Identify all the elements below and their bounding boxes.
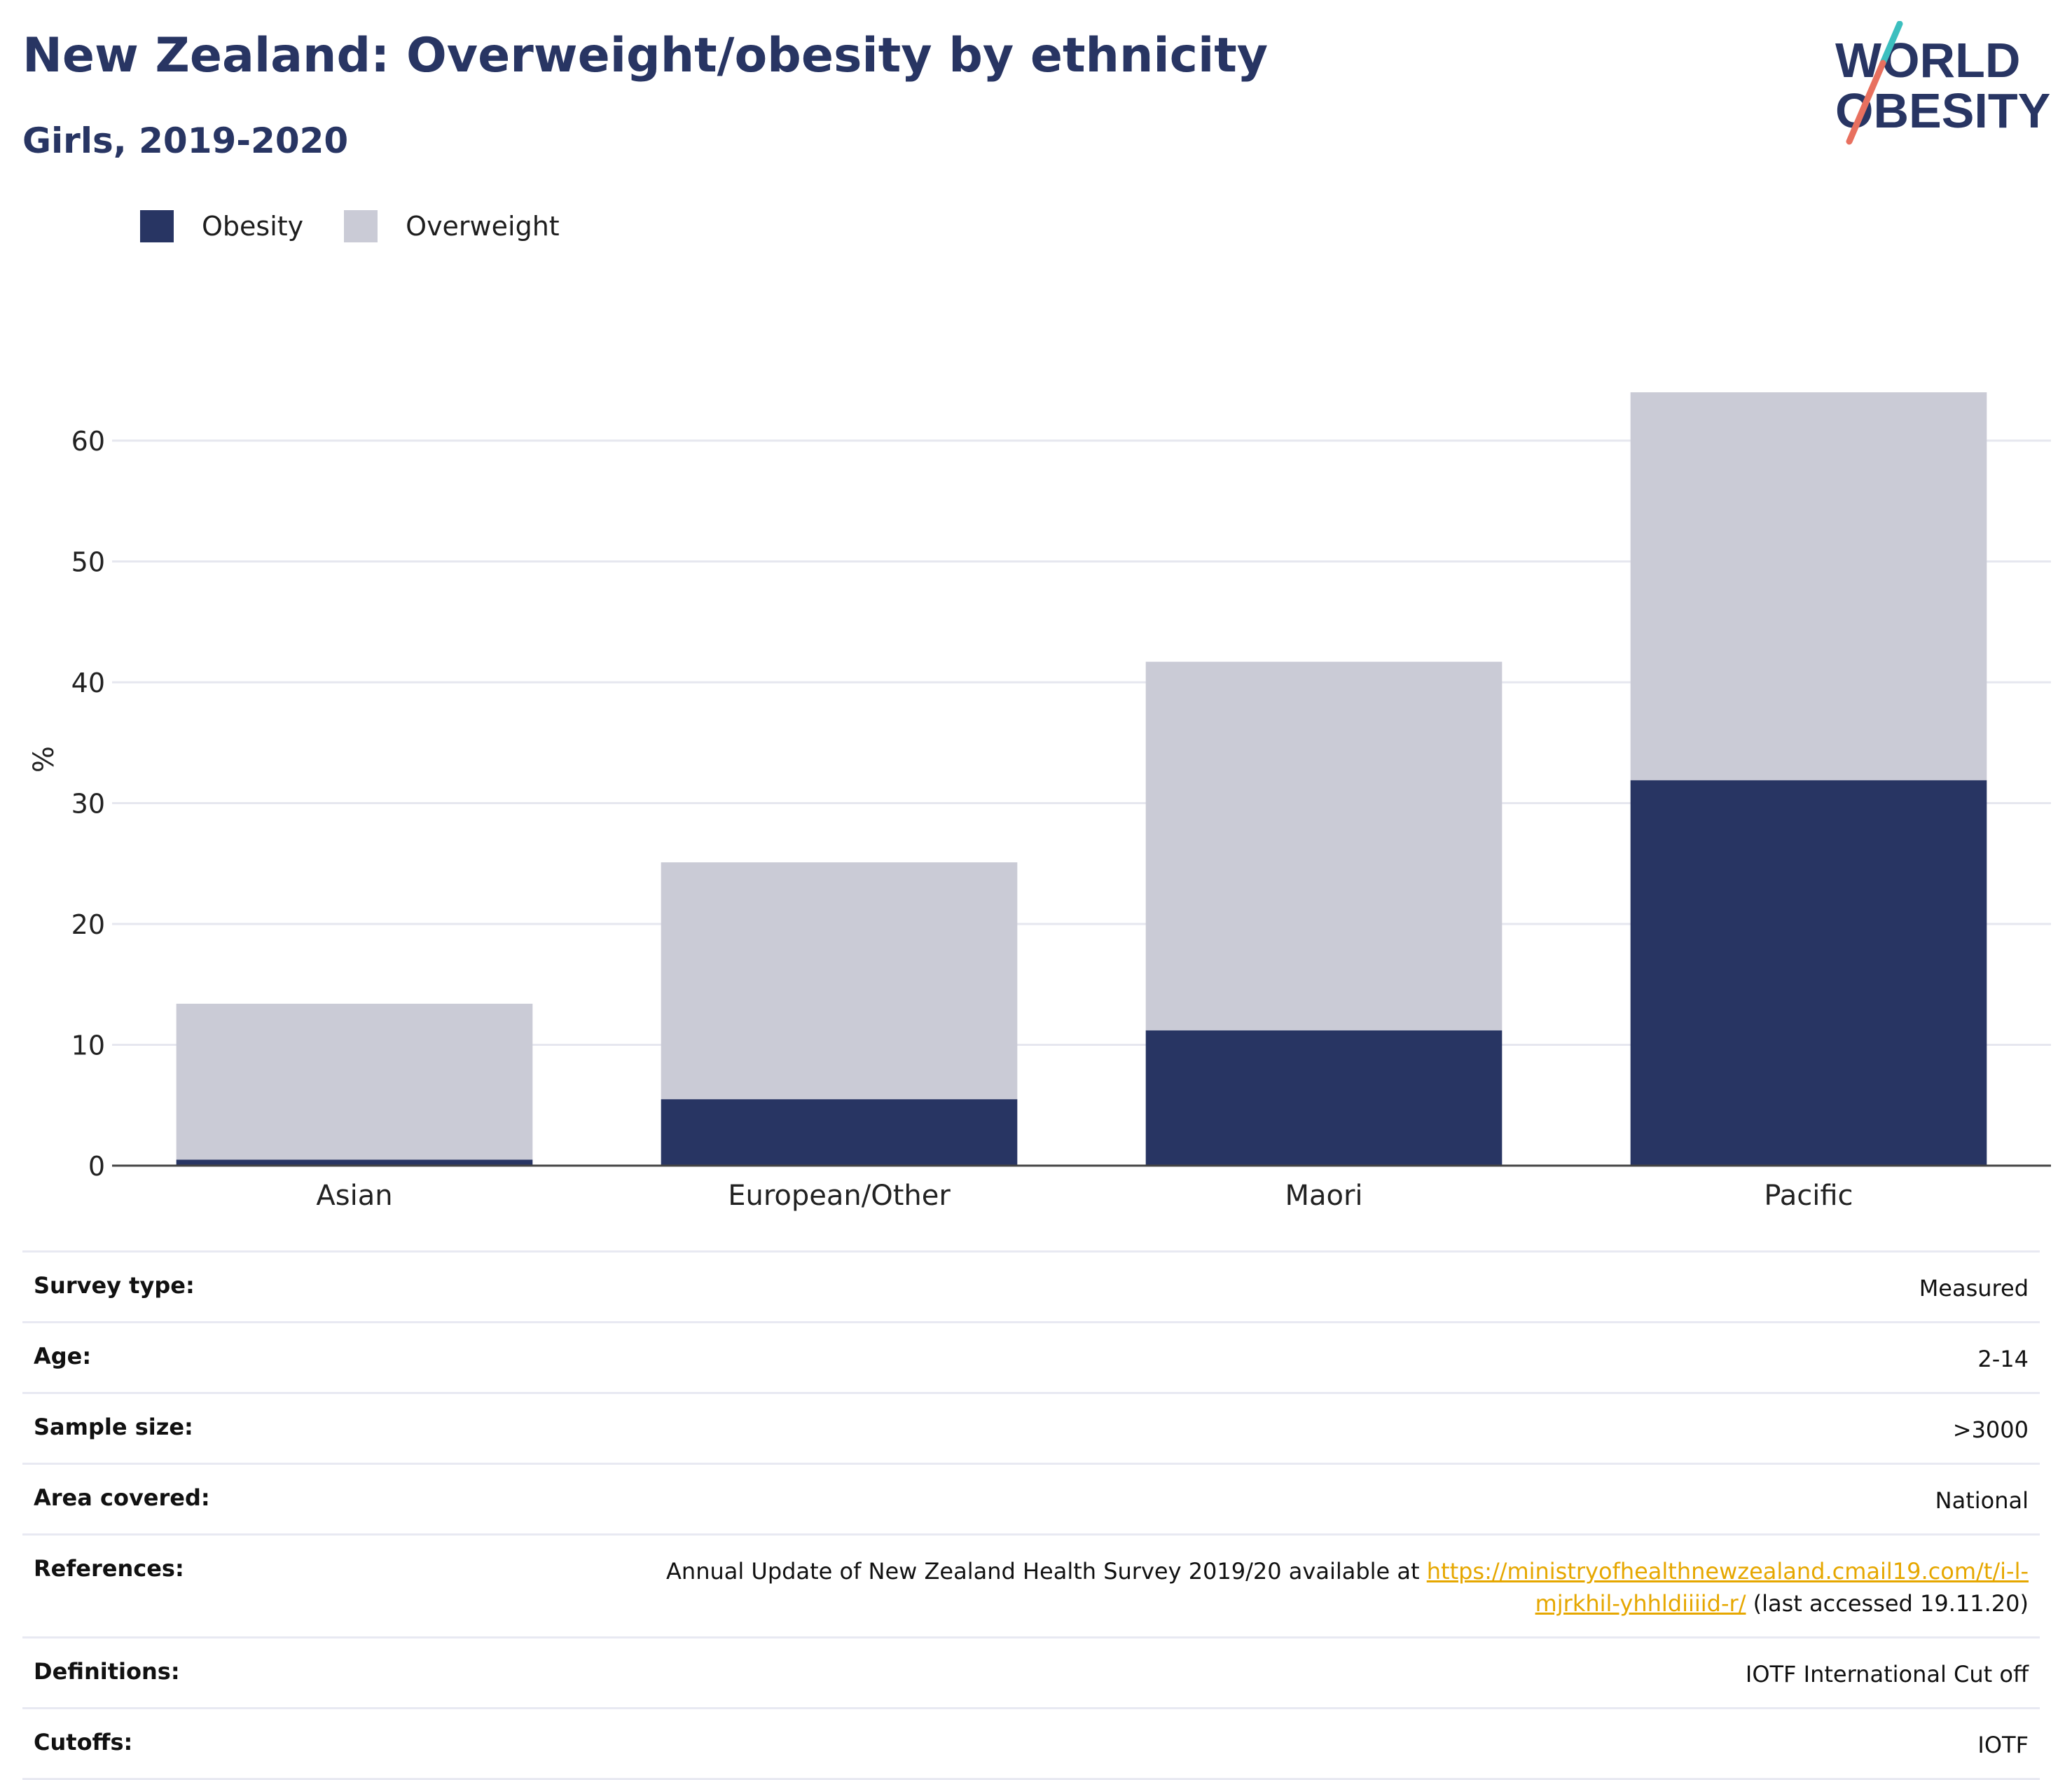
bar-obesity xyxy=(1145,1030,1503,1166)
legend-label-overweight: Overweight xyxy=(406,211,560,242)
table-row: Area covered: National xyxy=(22,1463,2040,1533)
bar-overweight xyxy=(1145,661,1503,1030)
row-label: Sample size: xyxy=(34,1414,193,1440)
row-value: >3000 xyxy=(1952,1416,2029,1443)
y-tick-label: 10 xyxy=(71,1030,105,1061)
table-row: Survey type: Measured xyxy=(22,1250,2040,1321)
y-tick-label: 0 xyxy=(88,1151,105,1182)
x-tick-label: European/Other xyxy=(728,1180,951,1212)
legend-swatch-obesity xyxy=(140,210,174,242)
y-tick-label: 20 xyxy=(71,909,105,940)
bar-overweight xyxy=(661,862,1018,1100)
table-row: Sample size: >3000 xyxy=(22,1392,2040,1463)
legend-swatch-overweight xyxy=(344,210,378,242)
legend-label-obesity: Obesity xyxy=(202,211,304,242)
bar-overweight xyxy=(1630,392,1987,780)
chart-title: New Zealand: Overweight/obesity by ethni… xyxy=(22,28,1269,83)
y-tick-label: 30 xyxy=(71,789,105,820)
y-tick-label: 40 xyxy=(71,668,105,698)
logo-line1: WORLD xyxy=(1835,33,2020,88)
table-row: Age: 2-14 xyxy=(22,1321,2040,1392)
x-tick-label: Maori xyxy=(1285,1180,1362,1212)
row-label: Cutoffs: xyxy=(34,1729,133,1755)
row-value: Measured xyxy=(1919,1275,2029,1302)
legend-item-obesity[interactable]: Obesity xyxy=(140,210,303,242)
row-label: Survey type: xyxy=(34,1272,195,1299)
y-axis-label: % xyxy=(28,746,60,773)
row-value: IOTF xyxy=(1977,1732,2029,1758)
reference-link[interactable]: https://ministryofhealthnewzealand.cmail… xyxy=(1426,1558,2029,1617)
reference-accessed: (last accessed 19.11.20) xyxy=(1746,1590,2029,1617)
row-value: IOTF International Cut off xyxy=(1745,1661,2029,1688)
row-value: 2-14 xyxy=(1977,1346,2029,1372)
bar-obesity xyxy=(1630,780,1987,1166)
y-tick-label: 50 xyxy=(71,547,105,578)
chart-subtitle: Girls, 2019-2020 xyxy=(22,120,349,161)
chart-legend: Obesity Overweight xyxy=(140,209,600,244)
table-row: References: Annual Update of New Zealand… xyxy=(22,1533,2040,1636)
bar-obesity xyxy=(176,1159,533,1166)
row-label: Area covered: xyxy=(34,1484,210,1511)
x-tick-label: Pacific xyxy=(1764,1180,1853,1212)
bar-overweight xyxy=(176,1003,533,1160)
legend-item-overweight[interactable]: Overweight xyxy=(344,210,560,242)
reference-text: Annual Update of New Zealand Health Surv… xyxy=(666,1558,1427,1585)
table-row: Definitions: IOTF International Cut off xyxy=(22,1636,2040,1707)
row-value-references: Annual Update of New Zealand Health Surv… xyxy=(586,1555,2029,1620)
row-label: Age: xyxy=(34,1343,92,1370)
stacked-bar-chart: 0 10 20 30 40 50 60 Asian European/Other Maori Pac… xyxy=(28,392,2051,1212)
row-label: References: xyxy=(34,1555,184,1582)
row-label: Definitions: xyxy=(34,1658,180,1685)
y-tick-label: 60 xyxy=(71,426,105,457)
row-value: National xyxy=(1935,1487,2029,1514)
table-row: Cutoffs: IOTF xyxy=(22,1707,2040,1780)
x-tick-label: Asian xyxy=(316,1180,392,1212)
world-obesity-logo: WORLD OBESITY xyxy=(1835,21,2050,145)
metadata-table: Survey type: Measured Age: 2-14 Sample s… xyxy=(22,1250,2040,1780)
bar-obesity xyxy=(661,1099,1018,1166)
